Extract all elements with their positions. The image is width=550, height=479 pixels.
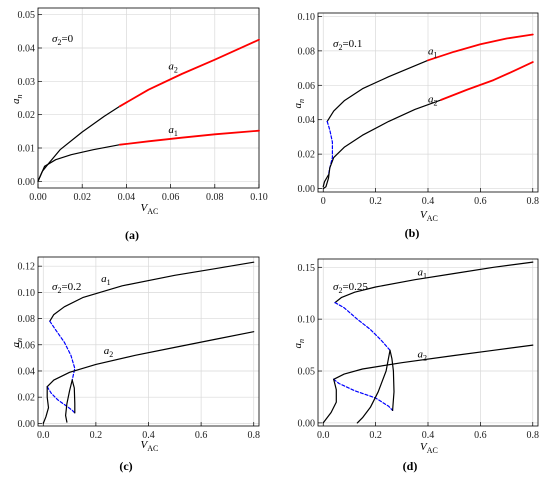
x-axis-label: VAC xyxy=(141,439,159,453)
y-tick-label: 0.02 xyxy=(18,393,36,404)
y-tick-label: 0.00 xyxy=(18,419,36,430)
x-tick-label: 0.08 xyxy=(206,192,224,203)
series-line-a1-highlight xyxy=(118,129,260,146)
series-line-a2-stable xyxy=(37,105,121,182)
y-tick-label: 0.00 xyxy=(298,418,316,429)
series-line-stable xyxy=(389,349,395,411)
y-axis-label: an xyxy=(292,99,306,109)
chart-panel-3: 0.0 0.2 0.4 0.6 0.8 0.00 0.02 0.04 0.06 0.08 0.10 0… xyxy=(10,256,260,473)
x-tick-label: 0.4 xyxy=(422,196,435,207)
y-axis-label: an xyxy=(292,339,306,349)
x-tick-label: 0.4 xyxy=(142,430,155,441)
series-line-stable xyxy=(322,378,337,424)
y-tick-label: 0.01 xyxy=(18,144,36,155)
series-label-a1: a1 xyxy=(418,267,428,281)
y-axis-label: an xyxy=(10,338,24,348)
series-label-a1: a1 xyxy=(428,45,438,59)
y-tick-label: 0.00 xyxy=(18,177,36,188)
x-tick-label: 0.6 xyxy=(195,430,208,441)
x-tick-label: 0.8 xyxy=(527,430,540,441)
y-tick-label: 0.04 xyxy=(18,44,36,55)
series-line-a2-highlight xyxy=(440,61,534,101)
series-line-stable xyxy=(64,379,73,423)
series-line-stable xyxy=(71,379,76,414)
series-line-a1-unstable xyxy=(326,120,333,176)
x-tick-label: 0.8 xyxy=(247,430,260,441)
series-line-a2-highlight xyxy=(118,38,260,108)
series-line-a1-unstable xyxy=(334,302,391,351)
series-label-a2: a2 xyxy=(168,61,178,75)
x-axis-label: VAC xyxy=(420,441,438,455)
series-line-a2-unstable xyxy=(46,386,76,414)
y-tick-label: 0.05 xyxy=(18,10,36,21)
series-label-a2: a2 xyxy=(428,94,438,108)
series-label-a2: a2 xyxy=(418,349,428,363)
x-tick-label: 0.8 xyxy=(527,196,540,207)
y-tick-label: 0.08 xyxy=(298,46,316,57)
series-line-stable xyxy=(356,349,391,424)
y-tick-label: 0.00 xyxy=(298,184,316,195)
x-tick-label: 0.6 xyxy=(474,196,487,207)
x-tick-label: 0.10 xyxy=(250,192,268,203)
x-tick-label: 0.04 xyxy=(118,192,136,203)
series-line-stable xyxy=(322,174,330,188)
y-tick-label: 0.08 xyxy=(18,314,36,325)
y-tick-label: 0.04 xyxy=(298,115,316,126)
x-tick-label: 0.4 xyxy=(422,430,435,441)
panel-caption: (d) xyxy=(403,459,418,473)
series-line-a1-stable xyxy=(326,59,429,123)
x-axis-label: VAC xyxy=(420,209,438,223)
chart-panel-1: 0.00 0.02 0.04 0.06 0.08 0.10 0.00 0.01 0.02 0.03… xyxy=(10,7,268,242)
x-tick-label: 0.00 xyxy=(29,192,47,203)
y-tick-label: 0.02 xyxy=(18,110,36,121)
parameter-label: σ2=0 xyxy=(52,33,74,47)
chart-panel-4: 0.0 0.2 0.4 0.6 0.8 0.00 0.05 0.10 0.15 a1 a2 σ2=0.… xyxy=(292,258,540,473)
y-tick-label: 0.10 xyxy=(298,315,316,326)
parameter-label: σ2=0.1 xyxy=(333,38,362,52)
series-label-a1: a1 xyxy=(101,273,111,287)
x-tick-label: 0 xyxy=(321,196,326,207)
series-line-a1-highlight xyxy=(427,33,534,62)
y-tick-label: 0.05 xyxy=(298,367,316,378)
series-line-a1-stable xyxy=(49,261,255,322)
x-tick-label: 0.0 xyxy=(37,430,50,441)
y-tick-label: 0.10 xyxy=(298,12,316,23)
series-line-stable xyxy=(42,386,50,424)
series-label-a2: a2 xyxy=(104,345,114,359)
y-tick-label: 0.15 xyxy=(298,263,316,274)
series-line-a1-stable xyxy=(334,261,534,304)
y-tick-label: 0.10 xyxy=(18,288,36,299)
x-axis-label: VAC xyxy=(141,202,159,216)
parameter-label: σ2=0.2 xyxy=(52,281,81,295)
y-tick-label: 0.06 xyxy=(18,340,36,351)
y-tick-label: 0.02 xyxy=(298,150,316,161)
x-tick-label: 0.0 xyxy=(317,430,330,441)
y-axis-label: an xyxy=(10,95,24,105)
y-tick-label: 0.04 xyxy=(18,366,36,377)
x-tick-label: 0.6 xyxy=(474,430,487,441)
series-label-a1: a1 xyxy=(168,124,178,138)
x-tick-label: 0.2 xyxy=(369,196,382,207)
y-tick-label: 0.03 xyxy=(18,77,36,88)
x-tick-label: 0.2 xyxy=(369,430,382,441)
series-line-a2-stable xyxy=(333,344,534,380)
parameter-label: σ2=0.25 xyxy=(333,281,368,295)
panel-caption: (a) xyxy=(125,228,139,242)
plot-frame xyxy=(37,7,260,189)
series-line-a2-stable xyxy=(322,99,442,190)
series-line-a2-unstable xyxy=(333,378,394,411)
panel-caption: (c) xyxy=(119,459,132,473)
y-tick-label: 0.12 xyxy=(18,262,36,273)
x-tick-label: 0.02 xyxy=(73,192,91,203)
chart-panel-2: 0 0.2 0.4 0.6 0.8 0.00 0.02 0.04 0.06 0.08 0.10 a1 a… xyxy=(292,12,539,240)
x-tick-label: 0.2 xyxy=(90,430,103,441)
y-tick-label: 0.06 xyxy=(298,81,316,92)
series-line-a1-stable xyxy=(37,144,121,182)
x-tick-label: 0.06 xyxy=(162,192,180,203)
series-line-a2-stable xyxy=(46,331,255,388)
panel-caption: (b) xyxy=(405,226,420,240)
